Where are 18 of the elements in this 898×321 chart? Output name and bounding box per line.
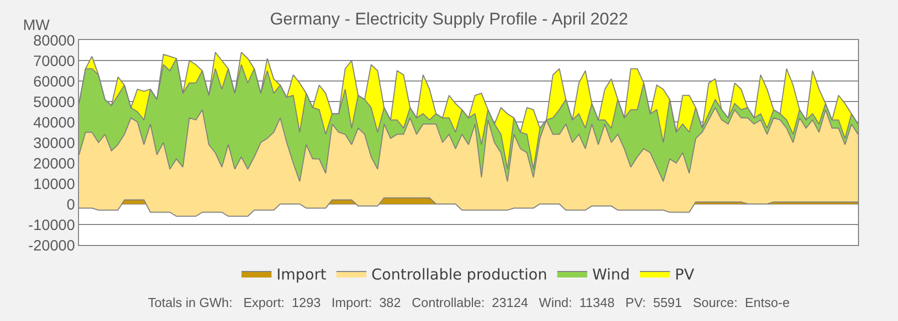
y-tick-label: 40000 (33, 114, 75, 132)
y-tick-label: 10000 (33, 176, 75, 193)
y-tick-label: 20000 (33, 155, 75, 172)
y-tick-label: 60000 (33, 73, 75, 90)
chart-title: Germany - Electricity Supply Profile - April 2022 (270, 10, 628, 29)
y-tick-label: 30000 (33, 134, 75, 152)
y-axis-title: MW (23, 17, 50, 34)
y-tick-label: 80000 (33, 32, 75, 50)
legend-label: Controllable production (371, 265, 548, 284)
legend-label: PV (674, 265, 695, 284)
legend-label: Wind (592, 265, 630, 284)
y-tick-label: 0 (66, 196, 75, 214)
y-tick-label: 50000 (33, 94, 75, 111)
y-tick-label: -20000 (28, 237, 75, 254)
text: Totals in GWh: Export: 1293 Import: 382 Controllable: 23124 Wind: 11348 PV: 5591 Source: Entso-e (148, 295, 790, 310)
legend-label: Import (276, 265, 326, 284)
y-tick-label: 70000 (33, 52, 75, 70)
y-tick-label: -10000 (28, 216, 75, 234)
